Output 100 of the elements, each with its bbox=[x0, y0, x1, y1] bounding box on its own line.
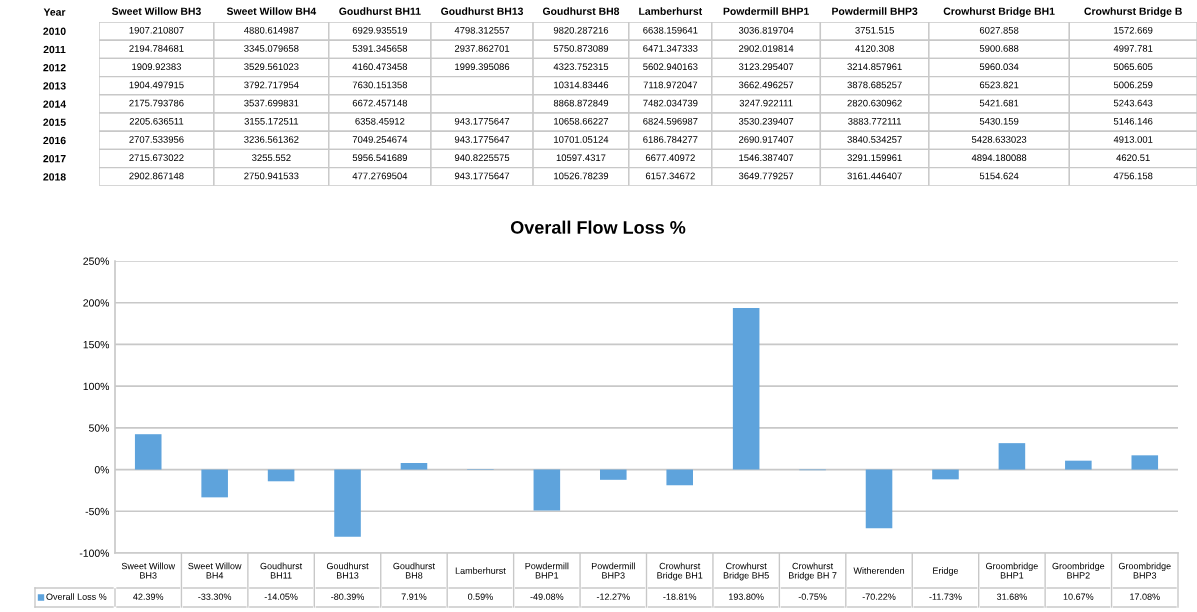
data-label: 4756.158 bbox=[1113, 172, 1153, 180]
data-label: 6186.784277 bbox=[643, 136, 698, 143]
data-label: 10314.83446 bbox=[554, 81, 609, 89]
data-label: 5065.605 bbox=[1113, 63, 1153, 71]
data-label: -0.75% bbox=[798, 593, 827, 600]
data-label: 1909.92383 bbox=[132, 63, 181, 71]
data-label: 6929.935519 bbox=[352, 26, 408, 34]
bar bbox=[1131, 455, 1159, 470]
bar bbox=[201, 469, 228, 498]
data-label: 6157.34672 bbox=[645, 172, 695, 180]
data-label: 3255.552 bbox=[252, 154, 291, 162]
data-label: 943.1775647 bbox=[454, 136, 510, 143]
data-label: 2707.533956 bbox=[129, 136, 184, 143]
y-tick-label: 2017 bbox=[43, 155, 66, 163]
data-label: 2750.941533 bbox=[244, 172, 299, 180]
y-tick-label: 200% bbox=[83, 299, 110, 307]
y-tick-label: 2018 bbox=[43, 173, 66, 181]
data-label: 31.68% bbox=[996, 593, 1027, 600]
data-label: 2902.019814 bbox=[739, 45, 794, 52]
y-tick-label: 2013 bbox=[43, 82, 66, 90]
x-tick-label: Powdermill BHP1 bbox=[525, 562, 569, 579]
data-label: 3530.239407 bbox=[738, 117, 794, 125]
bar bbox=[533, 469, 561, 511]
data-label: 5960.034 bbox=[979, 63, 1019, 71]
data-label: 5428.633023 bbox=[971, 136, 1027, 143]
x-tick-label: Goudhurst BH11 bbox=[260, 562, 303, 579]
x-tick-label: Goudhurst BH11 bbox=[339, 7, 421, 15]
data-label: -33.30% bbox=[198, 593, 232, 600]
y-tick-label: -50% bbox=[85, 507, 110, 516]
data-label: 4798.312557 bbox=[454, 26, 510, 34]
data-label: 4894.180088 bbox=[971, 154, 1027, 162]
bar bbox=[998, 443, 1026, 470]
x-tick-label: Sweet Willow BH3 bbox=[111, 7, 201, 15]
bar bbox=[932, 469, 959, 480]
data-label: 1907.210807 bbox=[129, 26, 184, 34]
data-label: -80.39% bbox=[331, 593, 365, 600]
x-tick-label: Groombridge BHP1 bbox=[986, 562, 1038, 579]
x-tick-label: Groombridge BHP2 bbox=[1052, 562, 1105, 579]
bar bbox=[1065, 460, 1092, 470]
bar bbox=[334, 469, 361, 537]
data-label: 10526.78239 bbox=[554, 172, 609, 180]
data-label: 6358.45912 bbox=[355, 117, 405, 125]
data-label: 1572.669 bbox=[1114, 26, 1153, 34]
data-label: 3155.172511 bbox=[244, 117, 299, 125]
data-label: 5006.259 bbox=[1113, 81, 1153, 89]
data-label: 943.1775647 bbox=[454, 172, 510, 180]
data-label: 5243.643 bbox=[1113, 99, 1153, 107]
data-label: 6471.347333 bbox=[643, 45, 698, 52]
data-label: 3345.079658 bbox=[244, 45, 299, 52]
data-label: 3214.857961 bbox=[847, 63, 902, 71]
data-label: 6672.457148 bbox=[352, 99, 408, 107]
x-tick-label: Groombridge BHP3 bbox=[1118, 562, 1171, 579]
y-tick-label: 0% bbox=[94, 466, 110, 474]
y-tick-label: 250% bbox=[83, 257, 110, 265]
data-label: 5750.873089 bbox=[553, 45, 609, 52]
data-label: 3649.779257 bbox=[738, 172, 794, 180]
data-label: 17.08% bbox=[1130, 593, 1160, 600]
data-label: 8868.872849 bbox=[553, 99, 609, 107]
data-label: 5430.159 bbox=[979, 117, 1019, 125]
data-label: 3161.446407 bbox=[847, 172, 902, 180]
data-label: 6677.40972 bbox=[645, 154, 695, 162]
data-label: 5421.681 bbox=[979, 99, 1019, 107]
data-label: 5146.146 bbox=[1113, 117, 1153, 125]
data-label: 3291.159961 bbox=[847, 154, 902, 162]
x-tick-label: Sweet Willow BH4 bbox=[188, 562, 242, 579]
data-label: 3537.699831 bbox=[244, 99, 299, 107]
data-label: 7.91% bbox=[401, 593, 427, 600]
x-tick-label: Crowhurst Bridge BH1 bbox=[657, 562, 703, 581]
bar bbox=[267, 469, 295, 482]
data-label: 3878.685257 bbox=[847, 81, 902, 89]
data-label: 7118.972047 bbox=[643, 81, 698, 89]
data-label: 4160.473458 bbox=[352, 63, 408, 71]
bar bbox=[134, 434, 162, 470]
y-axis-title: Year bbox=[43, 8, 66, 16]
x-tick-label: Powdermill BHP3 bbox=[591, 562, 635, 579]
data-label: 3883.772111 bbox=[848, 117, 902, 125]
y-tick-label: -100% bbox=[79, 549, 110, 557]
data-label: 6638.159641 bbox=[643, 26, 698, 34]
data-label: -18.81% bbox=[663, 593, 697, 600]
y-tick-label: 2010 bbox=[43, 27, 66, 35]
data-label: 4997.781 bbox=[1113, 45, 1153, 52]
data-label: 2820.630962 bbox=[847, 99, 902, 107]
y-tick-label: 100% bbox=[83, 382, 110, 391]
data-label: 3751.515 bbox=[855, 26, 894, 34]
data-label: 2902.867148 bbox=[129, 172, 184, 180]
data-label: 10597.4317 bbox=[556, 154, 606, 162]
data-label: 3247.922111 bbox=[739, 99, 793, 107]
x-tick-label: Powdermill BHP1 bbox=[723, 7, 809, 15]
data-label: 3036.819704 bbox=[738, 26, 794, 34]
x-tick-label: Crowhurst Bridge BH1 bbox=[943, 7, 1055, 17]
data-label: 2205.636511 bbox=[129, 117, 184, 125]
data-label: 940.8225575 bbox=[454, 154, 510, 162]
data-label: 477.2769504 bbox=[352, 172, 408, 180]
data-label: 1999.395086 bbox=[455, 63, 510, 71]
x-tick-label: Goudhurst BH13 bbox=[441, 7, 524, 15]
data-label: 3662.496257 bbox=[738, 81, 794, 89]
x-tick-label: Goudhurst BH8 bbox=[393, 562, 435, 579]
data-label: 4323.752315 bbox=[553, 63, 609, 71]
x-tick-label: Sweet Willow BH4 bbox=[226, 7, 317, 15]
x-tick-label: Lamberhurst bbox=[639, 7, 703, 15]
